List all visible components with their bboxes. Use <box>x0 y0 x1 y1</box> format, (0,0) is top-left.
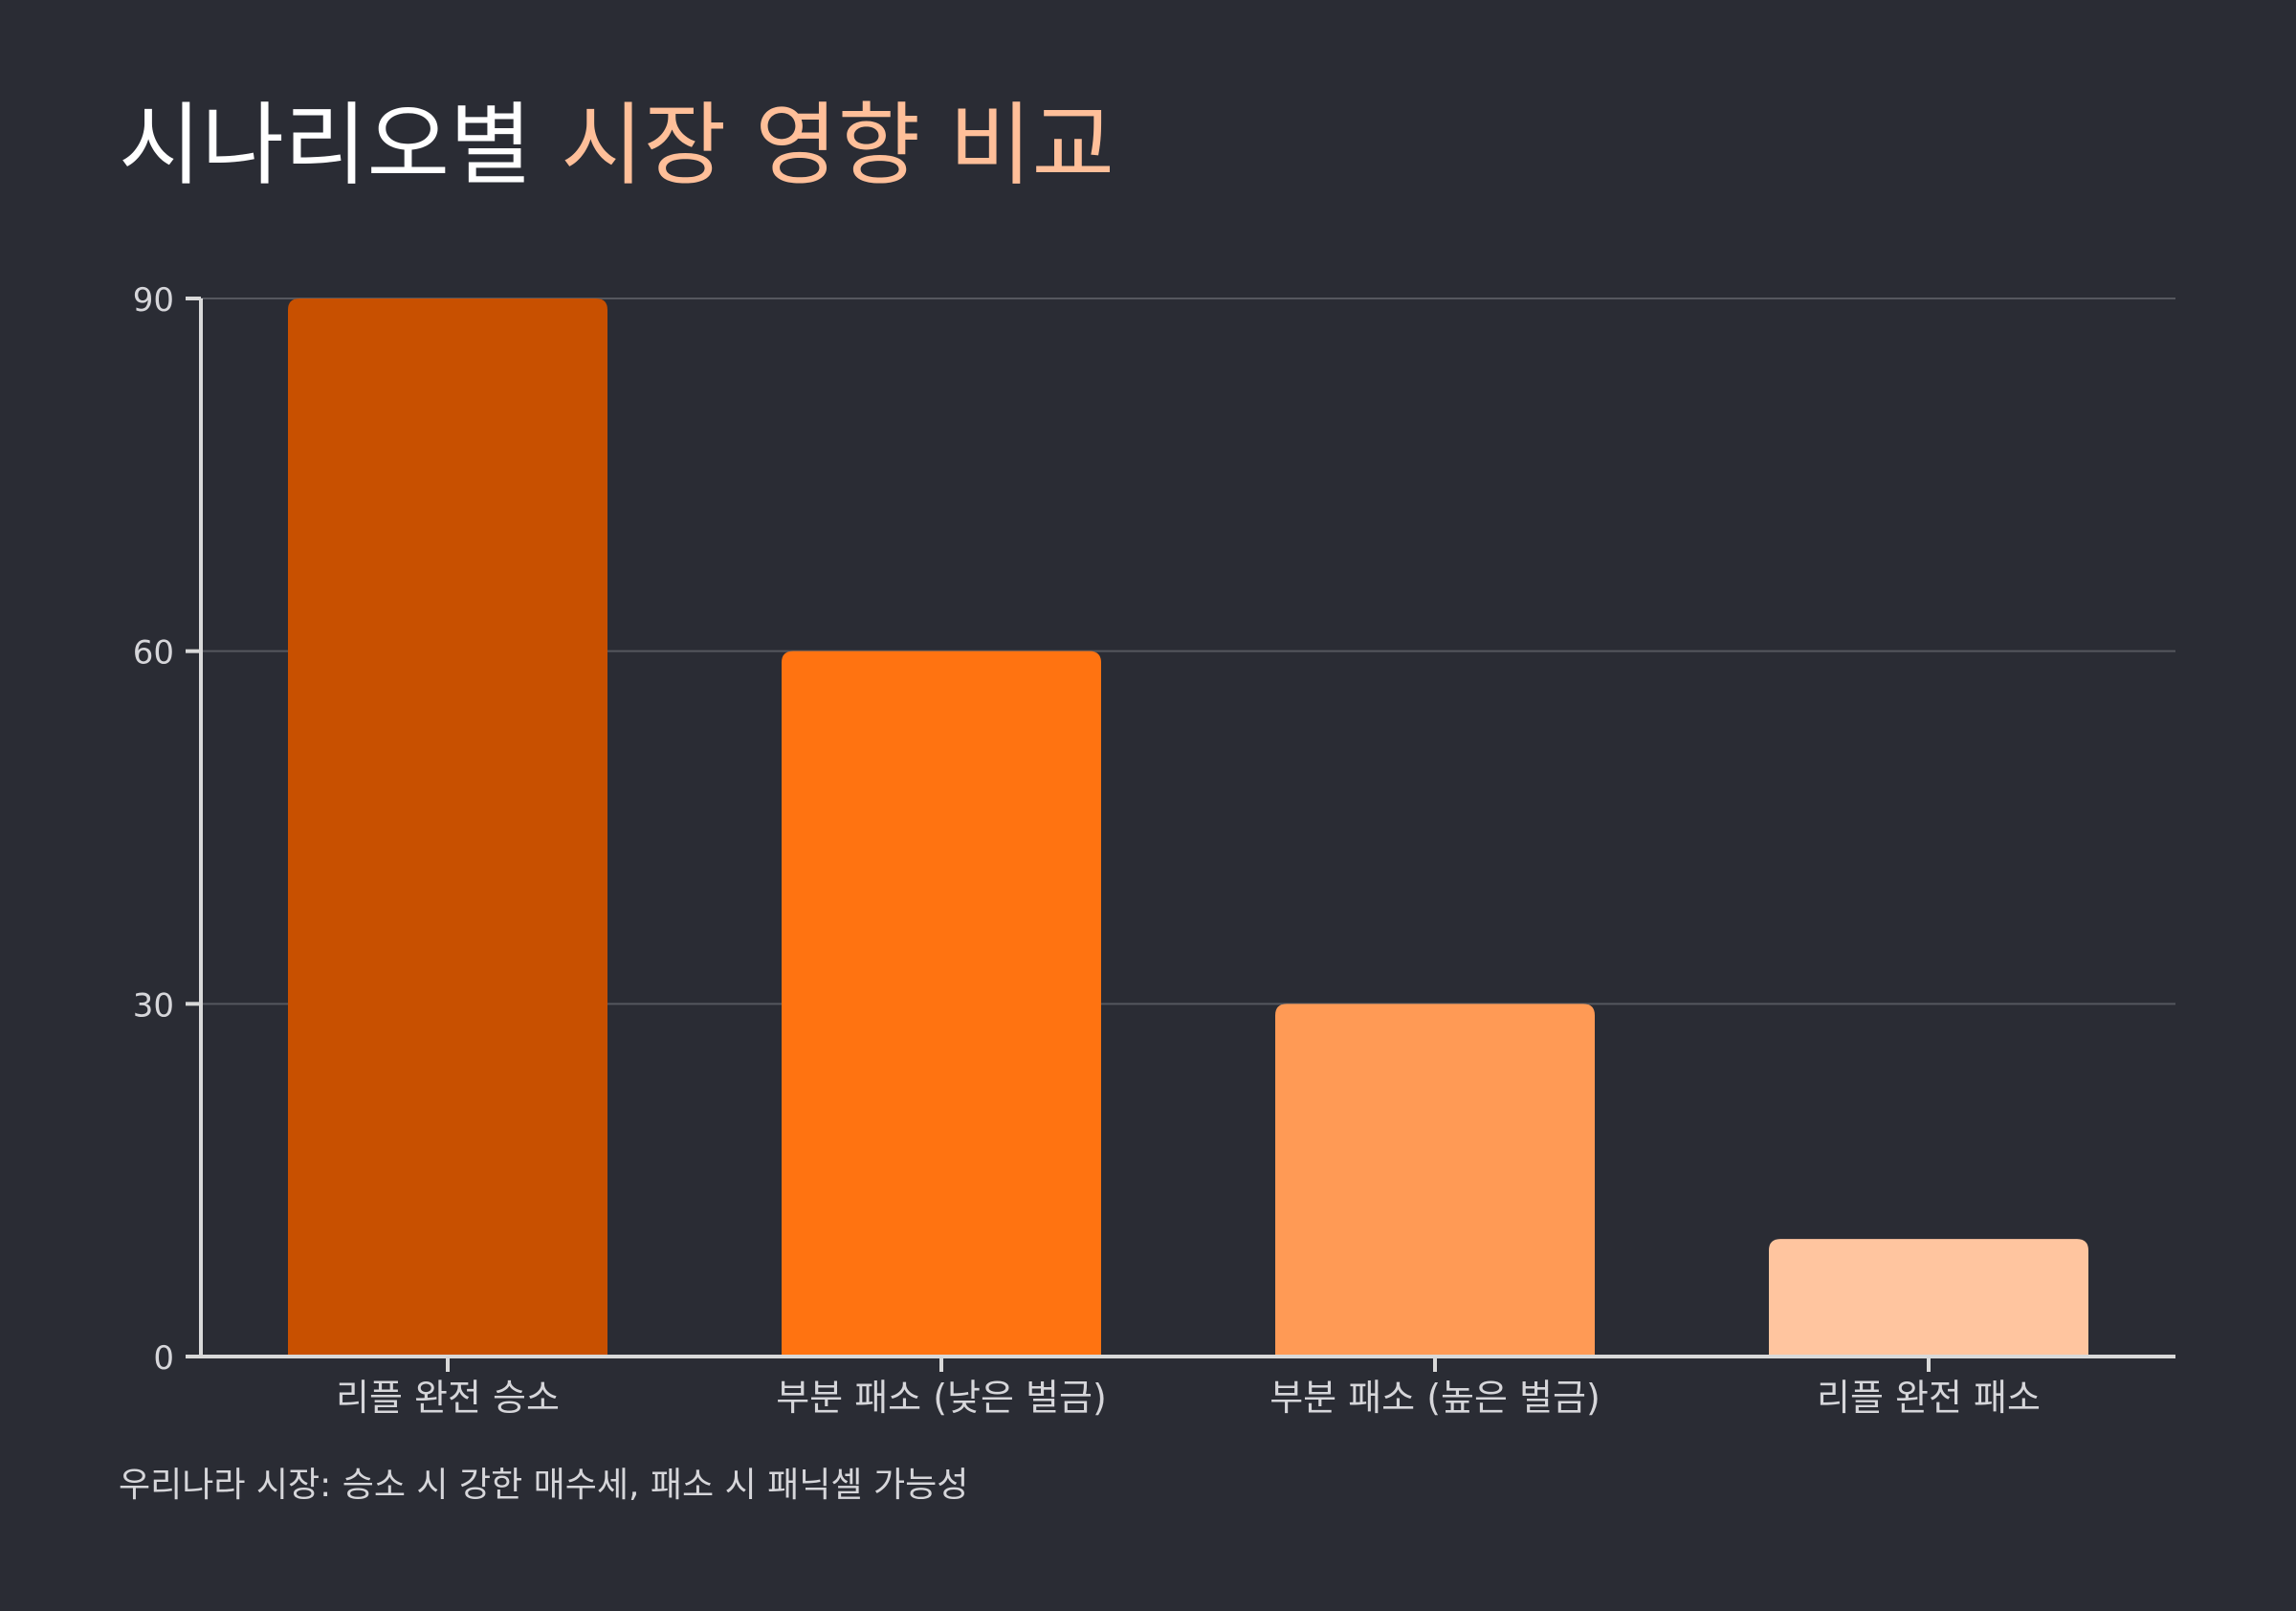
x-tick-label: 리플 완전 패소 <box>1817 1377 2041 1419</box>
tick-labels: 0 30 60 90 리플 완전 승소 부분 패소 (낮은 벌금) 부분 패소 (높은 벌금… <box>133 281 2041 1419</box>
axes <box>186 297 2175 1372</box>
bar[interactable] <box>782 651 1101 1357</box>
x-tick-label: 부분 패소 (낮은 벌금) <box>776 1377 1107 1419</box>
bar[interactable] <box>1275 1004 1595 1357</box>
chart-title-main: 시나리오별 <box>119 94 533 198</box>
y-tick-label: 60 <box>133 634 174 673</box>
y-tick-label: 30 <box>133 986 174 1025</box>
chart-title: 시나리오별 시장 영향 비교 <box>119 84 1115 209</box>
bar[interactable] <box>288 298 607 1357</box>
x-tick-label: 부분 패소 (높은 벌금) <box>1269 1377 1601 1419</box>
chart-title-accent: 시장 영향 비교 <box>561 94 1115 198</box>
bar[interactable] <box>1769 1239 2088 1357</box>
chart-footnote: 우리나라 시장: 승소 시 강한 매수세, 패소 시 패닉셀 가능성 <box>119 1466 969 1505</box>
x-tick-label: 리플 완전 승소 <box>336 1377 560 1419</box>
y-tick-label: 90 <box>133 281 174 320</box>
y-tick-label: 0 <box>153 1339 174 1378</box>
bars <box>288 298 2088 1357</box>
